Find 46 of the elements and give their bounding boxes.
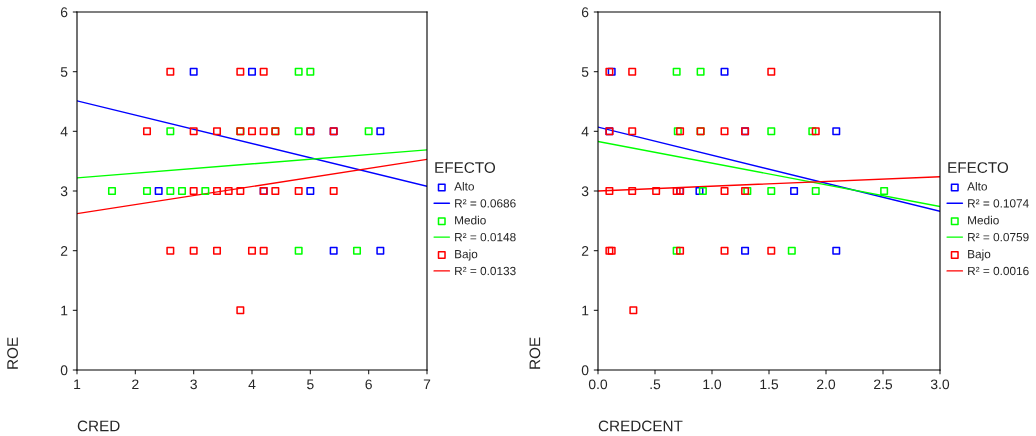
x-tick-label: 4 bbox=[248, 379, 256, 390]
x-tick-label: 3 bbox=[190, 379, 197, 390]
y-tick-label: 5 bbox=[581, 67, 589, 77]
y-tick-label: 6 bbox=[581, 7, 589, 18]
legend-label: R² = 0.1074 bbox=[968, 199, 1029, 208]
x-tick-label: 1 bbox=[74, 379, 81, 390]
legend-label: Alto bbox=[454, 181, 474, 191]
y-tick-label: 1 bbox=[582, 305, 589, 316]
x-tick-label: 2 bbox=[132, 379, 139, 390]
y-tick-label: 3 bbox=[60, 186, 68, 197]
y-axis-title: ROE bbox=[529, 337, 541, 369]
x-tick-label: 0.0 bbox=[588, 379, 608, 390]
y-tick-label: 0 bbox=[581, 365, 589, 376]
x-tick-label: 5 bbox=[307, 379, 314, 390]
x-tick-label: .5 bbox=[650, 379, 661, 390]
y-tick-label: 3 bbox=[581, 186, 589, 197]
legend-label: Bajo bbox=[968, 249, 991, 261]
y-tick-label: 1 bbox=[61, 305, 68, 316]
y-tick-label: 2 bbox=[60, 246, 68, 256]
x-tick-label: 3.0 bbox=[930, 379, 950, 390]
y-tick-label: 2 bbox=[581, 246, 589, 256]
legend-label: Alto bbox=[967, 181, 987, 191]
legend-title: EFECTO bbox=[948, 162, 1009, 174]
y-axis-title: ROE bbox=[7, 337, 18, 369]
x-tick-label: 2.5 bbox=[874, 379, 893, 390]
x-tick-label: 6 bbox=[365, 379, 372, 390]
legend-label: R² = 0.0686 bbox=[455, 199, 516, 208]
y-tick-label: 5 bbox=[60, 67, 68, 77]
legend-label: Medio bbox=[968, 215, 999, 225]
x-tick-label: 7 bbox=[423, 379, 431, 390]
legend-label: R² = 0.0148 bbox=[455, 232, 516, 242]
x-tick-label: 2.0 bbox=[817, 379, 836, 390]
legend-label: Bajo bbox=[455, 249, 478, 261]
y-tick-label: 0 bbox=[60, 365, 68, 376]
y-tick-label: 4 bbox=[60, 126, 68, 137]
x-axis-title: CRED bbox=[77, 420, 120, 432]
legend-label: R² = 0.0016 bbox=[968, 266, 1029, 276]
legend-title: EFECTO bbox=[435, 162, 496, 174]
legend-label: R² = 0.0759 bbox=[968, 232, 1029, 242]
x-tick-label: 1.0 bbox=[703, 379, 722, 390]
x-axis-title: CREDCENT bbox=[598, 420, 683, 432]
y-tick-label: 4 bbox=[581, 126, 589, 137]
x-tick-label: 1.5 bbox=[760, 379, 779, 390]
y-tick-label: 6 bbox=[60, 7, 68, 18]
legend-label: Medio bbox=[455, 215, 486, 225]
legend-label: R² = 0.0133 bbox=[455, 266, 516, 276]
